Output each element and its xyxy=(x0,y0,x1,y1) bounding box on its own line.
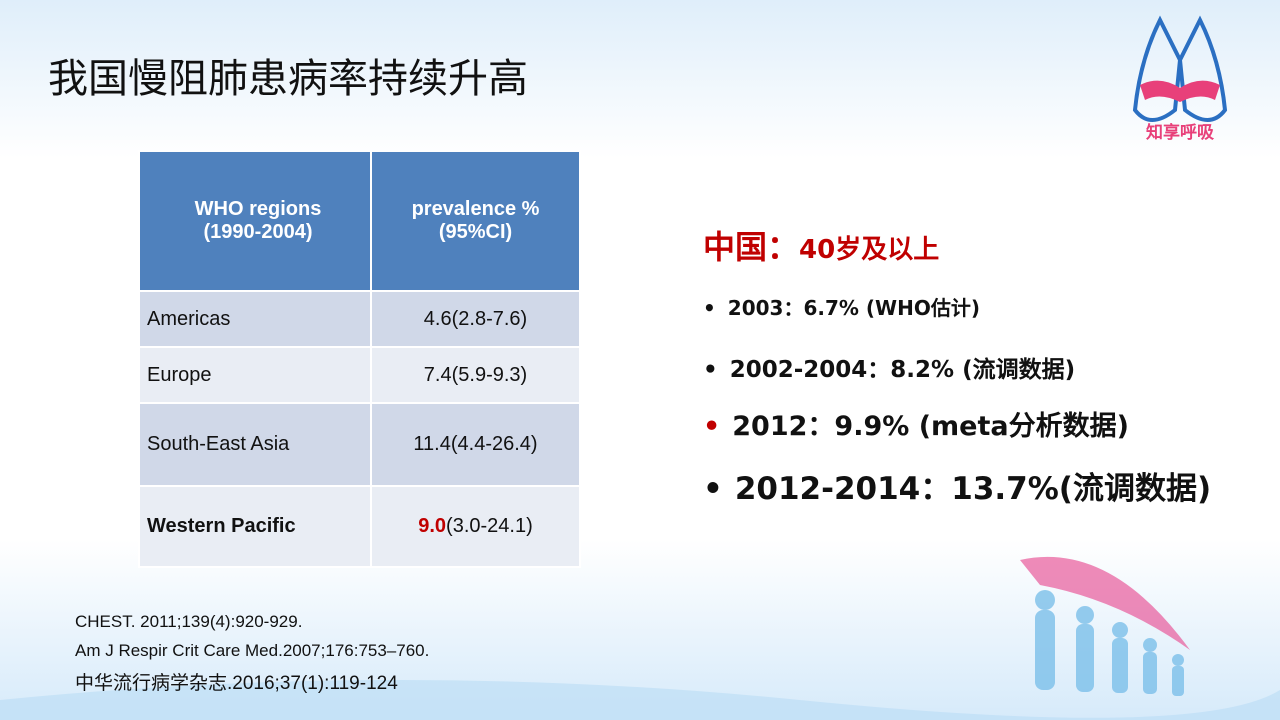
cell: 4.6(2.8-7.6) xyxy=(370,290,581,348)
bullet: • 2003：6.7% (WHO估计) xyxy=(703,296,980,320)
header-line: (95%CI) xyxy=(438,221,513,243)
logo-text: 知享呼吸 xyxy=(1145,122,1215,143)
cell: South-East Asia xyxy=(138,402,372,487)
bullet: • 2002-2004：8.2% (流调数据) xyxy=(703,357,1076,383)
bullet-text: 2002-2004：8.2% (流调数据) xyxy=(729,357,1076,383)
reference: Am J Respir Crit Care Med.2007;176:753–7… xyxy=(75,641,430,660)
bullet-text: 2003：6.7% (WHO估计) xyxy=(727,296,980,320)
bullet-text: 2012-2014：13.7%(流调数据) xyxy=(734,471,1212,507)
summary-heading: 中国：40岁及以上 xyxy=(703,222,939,268)
cell-text: (3.0-24.1) xyxy=(446,515,533,537)
cell: Americas xyxy=(138,290,372,348)
cell: 11.4(4.4-26.4) xyxy=(370,402,581,487)
reference: CHEST. 2011;139(4):920-929. xyxy=(75,612,303,631)
reference: 中华流行病学杂志.2016;37(1):119-124 xyxy=(75,673,398,694)
prevalence-table: WHO regions (1990-2004) prevalence % (95%C… xyxy=(138,150,581,568)
cell: Western Pacific xyxy=(138,485,372,568)
slide-title: 我国慢阻肺患病率持续升高 xyxy=(48,56,528,102)
table-row: Americas 4.6(2.8-7.6) xyxy=(138,290,581,348)
header-cell: prevalence % (95%CI) xyxy=(370,150,581,292)
highlight-value: 9.0 xyxy=(418,515,447,537)
header-line: WHO regions xyxy=(194,198,322,220)
header-line: (1990-2004) xyxy=(203,221,313,243)
header-line: prevalence % xyxy=(411,198,540,220)
bullet-text: 2012：9.9% (meta分析数据) xyxy=(732,411,1129,442)
cell: 9.0(3.0-24.1) xyxy=(370,485,581,568)
table-row: Europe 7.4(5.9-9.3) xyxy=(138,346,581,404)
cell: Europe xyxy=(138,346,372,404)
bullet: • 2012：9.9% (meta分析数据) xyxy=(703,411,1129,442)
heading-scope: 40岁及以上 xyxy=(799,235,940,265)
heading-region: 中国： xyxy=(703,228,800,266)
header-cell: WHO regions (1990-2004) xyxy=(138,150,372,292)
table-header: WHO regions (1990-2004) prevalence % (95%C… xyxy=(138,150,581,292)
bullet: • 2012-2014：13.7%(流调数据) xyxy=(703,471,1212,507)
table-row: South-East Asia 11.4(4.4-26.4) xyxy=(138,402,581,487)
table-row: Western Pacific 9.0(3.0-24.1) xyxy=(138,485,581,568)
cell: 7.4(5.9-9.3) xyxy=(370,346,581,404)
